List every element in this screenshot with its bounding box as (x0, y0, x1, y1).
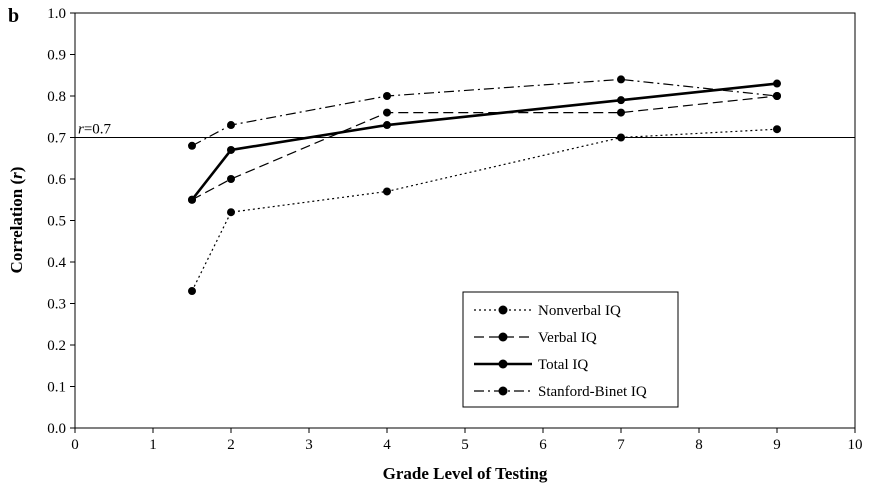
x-tick-label: 0 (71, 437, 79, 453)
data-point (617, 96, 625, 105)
y-tick-label: 0.9 (47, 48, 66, 64)
data-point (188, 195, 196, 204)
y-tick-label: 0.7 (47, 131, 66, 147)
y-axis-label: Correlation (r) (7, 167, 26, 274)
series-total-iq (188, 79, 781, 204)
y-tick-label: 0.5 (47, 214, 66, 230)
x-tick-label: 3 (305, 437, 313, 453)
x-axis-label: Grade Level of Testing (383, 464, 548, 483)
y-tick-label: 0.4 (47, 255, 66, 271)
data-point (227, 175, 235, 183)
data-point (617, 133, 625, 142)
data-point (773, 125, 781, 134)
data-point (773, 79, 781, 88)
legend-marker (498, 332, 508, 342)
data-point (773, 92, 781, 100)
legend-label: Verbal IQ (538, 330, 597, 346)
data-point (227, 145, 235, 154)
y-axis-ticks: 0.0 0.1 0.2 0.3 0.4 0.5 0.6 0.7 0.8 0.9 1.0 (47, 6, 75, 437)
y-tick-label: 0.0 (47, 421, 66, 437)
data-point (188, 141, 196, 150)
x-tick-label: 6 (539, 437, 547, 453)
y-axis-label-main: Correlation ( (7, 179, 26, 274)
x-tick-label: 10 (848, 437, 863, 453)
x-tick-label: 9 (773, 437, 781, 453)
x-tick-label: 4 (383, 437, 391, 453)
series-nonverbal-iq (188, 125, 781, 296)
y-tick-label: 0.2 (47, 338, 66, 354)
reference-label-value: =0.7 (84, 122, 112, 138)
y-tick-label: 0.6 (47, 172, 66, 188)
x-tick-label: 5 (461, 437, 469, 453)
data-point (227, 208, 235, 217)
legend-marker (498, 305, 508, 315)
y-axis-label-end: ) (7, 167, 26, 173)
reference-label-r: r (78, 122, 84, 138)
data-point (383, 121, 391, 130)
data-point (383, 187, 391, 196)
series-line (191, 95, 778, 201)
legend-label: Nonverbal IQ (538, 303, 621, 319)
x-tick-label: 7 (617, 437, 625, 453)
y-tick-label: 0.1 (47, 380, 66, 396)
data-point (383, 108, 391, 117)
data-point (617, 108, 625, 117)
series-line (191, 128, 778, 292)
data-point (227, 121, 235, 130)
legend-label: Stanford-Binet IQ (538, 384, 647, 400)
legend: Nonverbal IQ Verbal IQ Total IQ Stanford-Bi… (462, 291, 679, 408)
panel-label: b (8, 5, 19, 27)
y-tick-label: 1.0 (47, 6, 66, 22)
data-point (617, 75, 625, 84)
data-point (383, 92, 391, 100)
y-axis-label-italic: r (7, 172, 26, 179)
x-tick-label: 1 (149, 437, 157, 453)
legend-label: Total IQ (538, 357, 588, 373)
y-tick-label: 0.3 (47, 297, 66, 313)
x-axis-ticks: 0 1 2 3 4 5 6 7 8 9 10 (71, 428, 863, 453)
series-stanford-binet-iq (188, 75, 781, 150)
data-point (188, 287, 196, 296)
series-group (188, 75, 781, 296)
series-line (191, 78, 778, 147)
legend-marker (498, 359, 508, 369)
x-tick-label: 2 (227, 437, 235, 453)
series-verbal-iq (188, 92, 781, 204)
series-line (190, 82, 778, 201)
legend-marker (498, 386, 508, 396)
y-tick-label: 0.8 (47, 89, 66, 105)
reference-line-label: r=0.7 (78, 122, 112, 138)
x-tick-label: 8 (695, 437, 703, 453)
